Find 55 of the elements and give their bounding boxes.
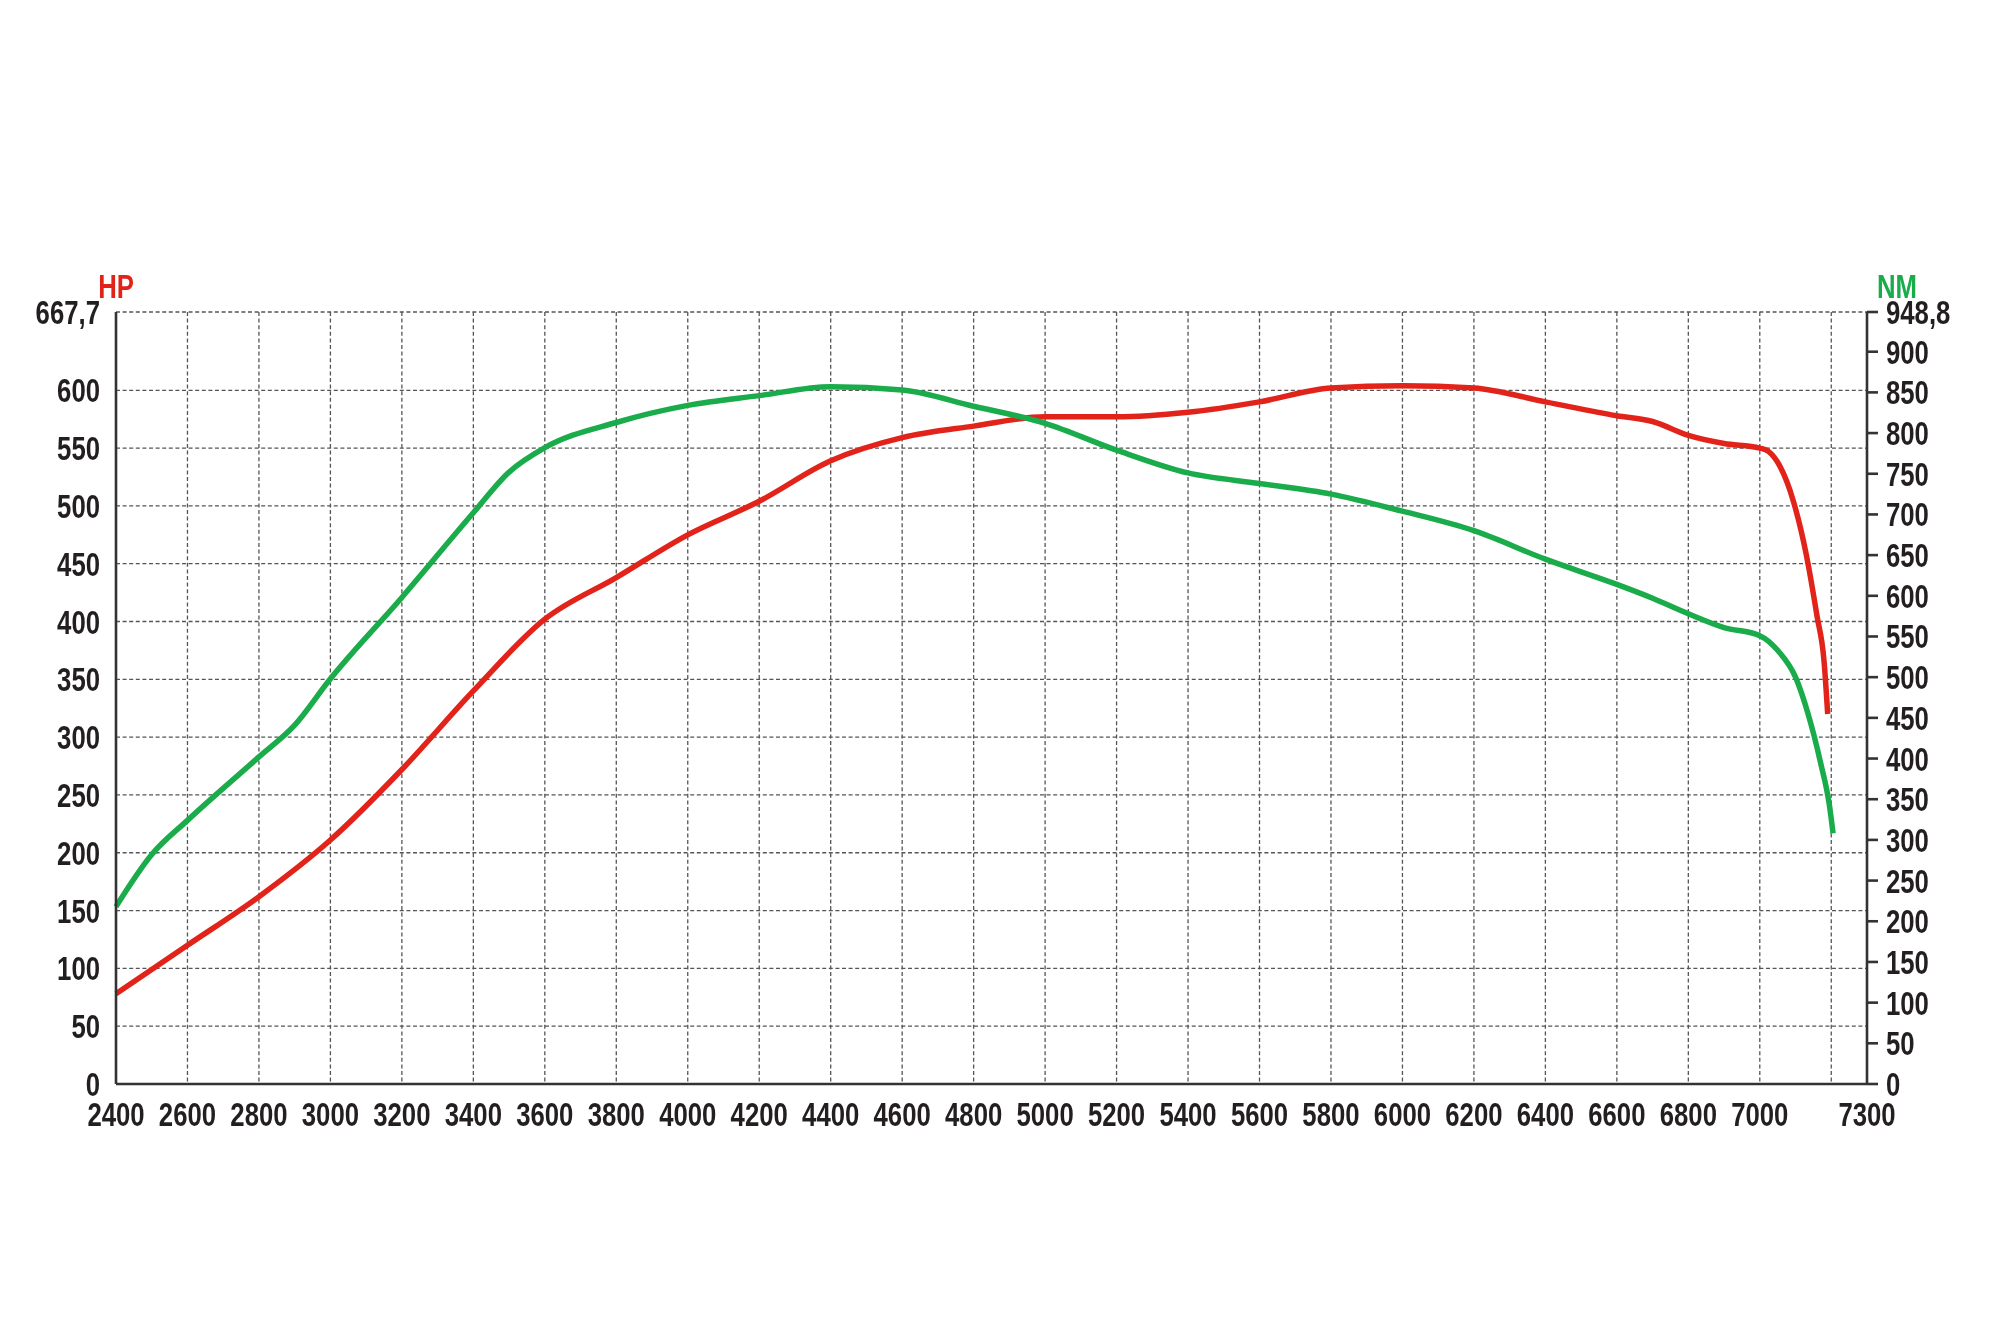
y-axis-title: HP [98,267,134,305]
x-tick-label: 5200 [1087,1095,1146,1133]
x-tick-label: 2800 [230,1095,288,1133]
x-tick-label: 5400 [1159,1095,1217,1133]
y2-tick-label: 850 [1886,374,1929,412]
y-tick-label: 200 [57,834,100,872]
x-tick-label: 4400 [802,1095,860,1133]
y2-tick-label: 500 [1886,659,1929,696]
y2-tick-label: 550 [1886,618,1929,656]
x-tick-label: 4800 [945,1095,1003,1133]
x-tick-label: 3400 [444,1095,502,1133]
x-tick-label: 5000 [1016,1095,1074,1133]
x-tick-label: 3000 [301,1095,360,1133]
x-tick-label: 6800 [1659,1095,1717,1133]
y2-tick-label: 250 [1886,862,1929,900]
y-tick-label: 100 [57,950,100,988]
y-tick-label: 500 [57,487,100,525]
y2-tick-label: 900 [1886,333,1929,371]
y-tick-label: 400 [57,603,100,641]
x-tick-label: 3600 [516,1095,574,1133]
x-tick-label: 3200 [373,1095,431,1133]
x-tick-label: 7000 [1731,1095,1789,1133]
y2-tick-label: 700 [1886,496,1929,534]
y2-tick-label: 150 [1886,943,1929,981]
y2-tick-label: 200 [1886,903,1929,940]
y-tick-label: 600 [57,372,100,409]
y2-tick-label: 350 [1886,781,1929,818]
y2-tick-label: 800 [1886,414,1929,452]
y2-tick-label: 650 [1886,537,1929,574]
x-tick-label: 6200 [1445,1095,1503,1133]
x-tick-label: 4200 [730,1095,788,1133]
y-tick-label: 50 [71,1008,100,1045]
x-tick-label: 3800 [587,1095,645,1133]
y-tick-label: 350 [57,661,100,699]
y2-tick-label: 300 [1886,821,1929,859]
y2-tick-label: 600 [1886,577,1929,615]
x-tick-label: 6000 [1373,1095,1432,1133]
y-tick-label: 300 [57,719,100,756]
x-tick-label: 2600 [158,1095,217,1133]
y-tick-label: 667,7 [35,293,100,331]
y2-tick-label: 100 [1886,984,1929,1022]
y-tick-label: 150 [57,892,100,930]
x-tick-label: 6600 [1588,1095,1646,1133]
x-tick-label: 5800 [1302,1095,1360,1133]
x-tick-label: 4000 [659,1095,717,1133]
x-tick-label: 6400 [1516,1095,1575,1133]
y-tick-label: 450 [57,545,100,583]
x-tick-label: 5600 [1230,1095,1289,1133]
y2-tick-label: 400 [1886,740,1929,778]
y-tick-label: 250 [57,776,100,814]
x-tick-label: 4600 [873,1095,931,1133]
y2-tick-label: 750 [1886,455,1929,493]
y2-tick-label: 450 [1886,699,1929,737]
y-tick-label: 550 [57,429,100,467]
y2-tick-label: 50 [1886,1025,1915,1063]
